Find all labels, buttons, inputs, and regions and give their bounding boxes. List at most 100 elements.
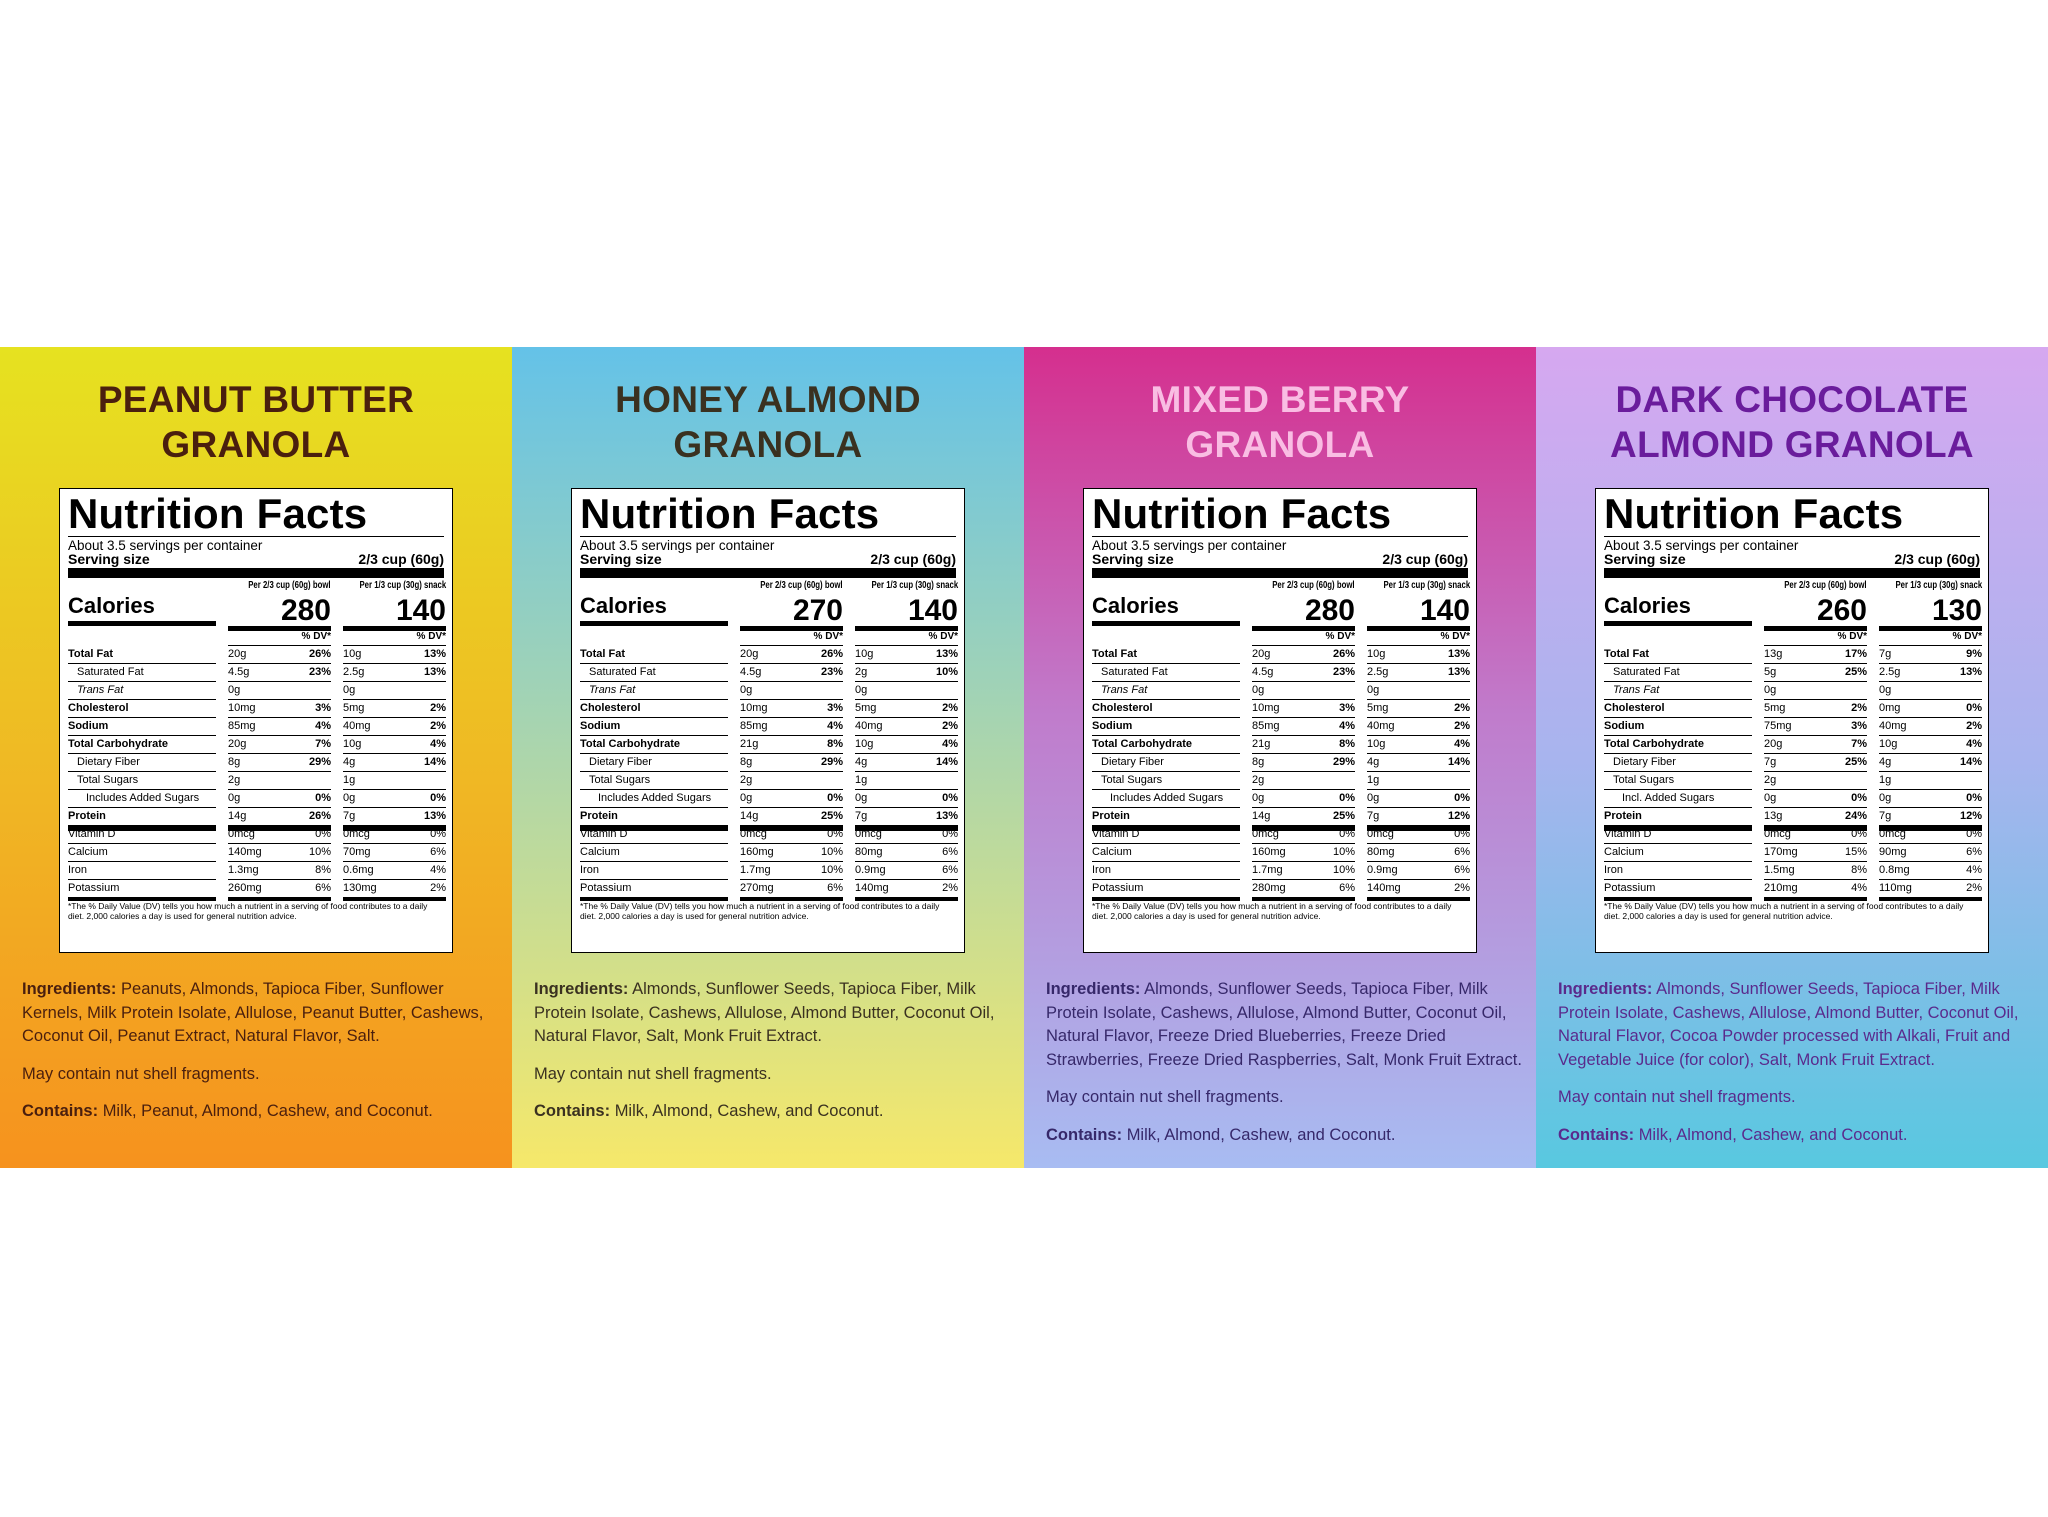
label-heading: Nutrition Facts [1604, 490, 1904, 537]
amount: 0g [1367, 684, 1380, 696]
calories-value: 260 [1816, 594, 1867, 627]
serving-size-value: 2/3 cup (60g) [1894, 551, 1980, 567]
calories-cell: Calories [580, 578, 728, 626]
daily-value: 13% [1447, 666, 1470, 678]
daily-value: 23% [1332, 666, 1355, 678]
amount: 130mg [343, 882, 377, 894]
daily-value: 10% [820, 864, 843, 876]
nutrient-amount-cell: 0mcg 0% [343, 826, 446, 844]
calories-section: Calories Per 2/3 cup (60g) bowl 260 Per 1/3… [1604, 578, 1982, 631]
nutrient-name: Vitamin D [68, 828, 116, 840]
nutrition-label: Nutrition Facts About 3.5 servings per co… [1595, 488, 1989, 953]
amount: 7g [1879, 810, 1892, 822]
nutrient-amount-cell: 85mg 4% [740, 718, 843, 736]
nutrient-row: Cholesterol 10mg 3% 5mg 2% [68, 700, 446, 718]
nutrient-amount-cell: 7g 12% [1367, 808, 1470, 831]
amount: 8g [1252, 756, 1265, 768]
daily-value: 4% [1454, 738, 1470, 750]
amount: 20g [228, 648, 247, 660]
nutrient-name-cell: Iron [1092, 862, 1240, 880]
amount: 4g [343, 756, 356, 768]
daily-value: 23% [308, 666, 331, 678]
nutrient-name: Cholesterol [68, 702, 129, 714]
nutrient-amount-cell: 10g 4% [1879, 736, 1982, 754]
nutrient-name: Potassium [1092, 882, 1144, 894]
serving-size-label: Serving size [1092, 551, 1174, 567]
nutrient-name-cell: Trans Fat [580, 682, 728, 700]
nutrient-name: Total Sugars [1613, 774, 1675, 786]
nutrient-name: Total Carbohydrate [1092, 738, 1193, 750]
nutrient-amount-cell: 5mg 2% [855, 700, 958, 718]
daily-value: 8% [827, 738, 843, 750]
title-line: GRANOLA [1185, 424, 1375, 465]
nutrient-amount-cell: 0g 0% [855, 790, 958, 808]
amount: 1g [1879, 774, 1892, 786]
nutrient-name: Iron [1092, 864, 1111, 876]
nutrient-amount-cell: 280mg 6% [1252, 880, 1355, 901]
calories-section: Calories Per 2/3 cup (60g) bowl 280 Per 1/3… [1092, 578, 1470, 631]
ingredients: Ingredients: Almonds, Sunflower Seeds, T… [1558, 978, 2034, 1072]
calories-column: Per 1/3 cup (30g) snack 130 [1879, 578, 1982, 631]
daily-value: 4% [1966, 864, 1982, 876]
nutrient-name-cell: Total Carbohydrate [1604, 736, 1752, 754]
nutrient-amount-cell: 10g 13% [343, 646, 446, 664]
servings-per-container: About 3.5 servings per container [1092, 536, 1468, 552]
daily-value: 4% [430, 864, 446, 876]
daily-value: 23% [820, 666, 843, 678]
daily-value: 6% [827, 882, 843, 894]
amount: 7g [1764, 756, 1777, 768]
nutrient-name-cell: Sodium [68, 718, 216, 736]
amount: 140mg [855, 882, 889, 894]
daily-value: 0% [1851, 828, 1867, 840]
nutrient-name-cell: Vitamin D [68, 826, 216, 844]
nutrient-name-cell: Saturated Fat [1092, 664, 1240, 682]
nutrient-amount-cell: 80mg 6% [855, 844, 958, 862]
nutrient-amount-cell: 8g 29% [228, 754, 331, 772]
product-text: Ingredients: Almonds, Sunflower Seeds, T… [1558, 978, 2034, 1161]
nutrient-name-cell: Dietary Fiber [1604, 754, 1752, 772]
nutrient-amount-cell: 0g 0% [1252, 790, 1355, 808]
nutrient-name: Total Sugars [589, 774, 651, 786]
nutrient-row: Iron 1.3mg 8% 0.6mg 4% [68, 862, 446, 880]
amount: 0g [1252, 792, 1265, 804]
nutrient-name-cell: Total Sugars [68, 772, 216, 790]
nutrient-name: Dietary Fiber [1613, 756, 1676, 768]
amount: 0g [855, 684, 868, 696]
amount: 10mg [1252, 702, 1280, 714]
nutrient-name: Includes Added Sugars [598, 792, 712, 804]
amount: 1g [855, 774, 868, 786]
nutrient-row: Total Carbohydrate 21g 8% 10g 4% [1092, 736, 1470, 754]
amount: 13g [1764, 648, 1783, 660]
nutrient-name-cell: Includes Added Sugars [1092, 790, 1240, 808]
product-text: Ingredients: Almonds, Sunflower Seeds, T… [534, 978, 1010, 1138]
amount: 0.9mg [1367, 864, 1398, 876]
amount: 5mg [855, 702, 877, 714]
nutrient-amount-cell: 0g 0% [228, 790, 331, 808]
nutrient-amount-cell: 2g 10% [855, 664, 958, 682]
nutrient-amount-cell: 110mg 2% [1879, 880, 1982, 901]
daily-value: 0% [827, 828, 843, 840]
nutrient-amount-cell: 1g [855, 772, 958, 790]
nutrient-name-cell: Vitamin D [1604, 826, 1752, 844]
nutrient-amount-cell: 21g 8% [1252, 736, 1355, 754]
daily-value: 2% [1454, 882, 1470, 894]
nutrient-row: Trans Fat 0g 0g [1092, 682, 1470, 700]
nutrient-name-cell: Dietary Fiber [68, 754, 216, 772]
daily-value: 6% [1966, 846, 1982, 858]
amount: 7g [1367, 810, 1380, 822]
nutrient-amount-cell: 270mg 6% [740, 880, 843, 901]
allergen-note: May contain nut shell fragments. [1046, 1088, 1284, 1106]
amount: 7g [1879, 648, 1892, 660]
nutrient-name-cell: Total Carbohydrate [68, 736, 216, 754]
calories-label: Calories [580, 593, 667, 618]
daily-value: 4% [827, 720, 843, 732]
nutrient-amount-cell: 1g [343, 772, 446, 790]
nutrient-amount-cell: 5mg 2% [343, 700, 446, 718]
amount: 5mg [1764, 702, 1786, 714]
daily-value: 0% [942, 828, 958, 840]
amount: 40mg [1367, 720, 1395, 732]
nutrient-amount-cell: 2.5g 13% [1367, 664, 1470, 682]
calories-value: 140 [907, 594, 958, 627]
amount: 13g [1764, 810, 1783, 822]
